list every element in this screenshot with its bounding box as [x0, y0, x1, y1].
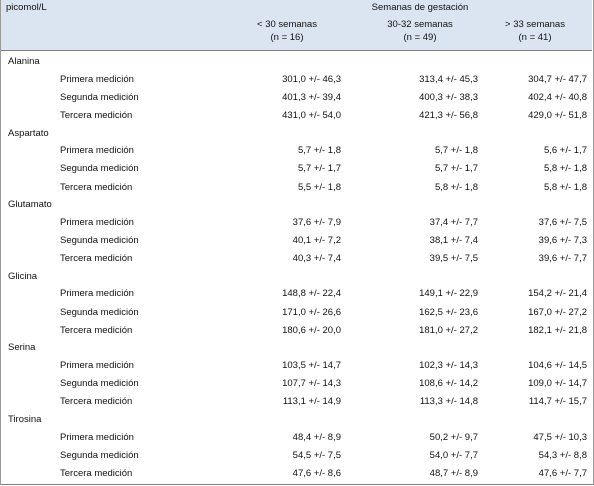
cell-value: 301,0 +/- 46,3: [282, 73, 341, 85]
cell-value: 37,6 +/- 7,5: [538, 216, 587, 228]
cell-value: 47,6 +/- 8,6: [292, 467, 341, 479]
cell-value: 5,6 +/- 1,7: [543, 145, 587, 157]
group-name: Aspartato: [8, 127, 49, 139]
row-label: Segunda medición: [60, 449, 139, 461]
row-label: Primera medición: [60, 288, 134, 300]
row-label: Segunda medición: [60, 378, 139, 390]
cell-value: 109,0 +/- 14,7: [528, 378, 587, 390]
cell-value: 180,6 +/- 20,0: [282, 324, 341, 336]
cell-value: 181,0 +/- 27,2: [419, 324, 478, 336]
cell-value: 162,5 +/- 23,6: [419, 306, 478, 318]
cell-value: 113,3 +/- 14,8: [419, 396, 478, 408]
row-label: Tercera medición: [60, 253, 133, 265]
row-label: Segunda medición: [60, 306, 139, 318]
cell-value: 47,5 +/- 10,3: [533, 431, 587, 443]
cell-value: 107,7 +/- 14,3: [282, 378, 341, 390]
cell-value: 108,6 +/- 14,2: [419, 378, 478, 390]
cell-value: 103,5 +/- 14,7: [282, 359, 341, 371]
cell-value: 104,6 +/- 14,5: [528, 359, 587, 371]
cell-value: 113,1 +/- 14,9: [282, 396, 341, 408]
cell-value: 402,4 +/- 40,8: [528, 91, 587, 103]
group-name: Alanina: [8, 56, 40, 67]
row-label: Tercera medición: [60, 109, 133, 121]
cell-value: 40,1 +/- 7,2: [292, 234, 341, 246]
cell-value: 5,8 +/- 1,8: [434, 181, 478, 193]
group-name: Glicina: [8, 270, 38, 282]
column-label: 30-32 semanas: [387, 19, 453, 30]
cell-value: 429,0 +/- 51,8: [528, 109, 587, 121]
row-label: Tercera medición: [60, 181, 133, 193]
cell-value: 148,8 +/- 22,4: [282, 288, 341, 300]
row-label: Primera medición: [60, 145, 134, 157]
row-label: Primera medición: [60, 216, 134, 228]
group-title: Semanas de gestación: [371, 2, 469, 13]
cell-value: 39,6 +/- 7,7: [538, 253, 587, 265]
row-label: Primera medición: [60, 359, 134, 371]
cell-value: 167,0 +/- 27,2: [528, 306, 587, 318]
cell-value: 421,3 +/- 56,8: [419, 109, 478, 121]
cell-value: 401,3 +/- 39,4: [282, 91, 341, 103]
cell-value: 37,4 +/- 7,7: [429, 216, 478, 228]
cell-value: 48,7 +/- 8,9: [429, 467, 478, 479]
cell-value: 5,8 +/- 1,8: [543, 163, 587, 175]
column-label: > 33 semanas: [505, 19, 565, 30]
column-n: (n = 16): [270, 32, 304, 43]
group-name: Glutamato: [8, 199, 52, 211]
group-name: Serina: [8, 342, 36, 354]
cell-value: 48,4 +/- 8,9: [292, 431, 341, 443]
cell-value: 50,2 +/- 9,7: [429, 431, 478, 443]
cell-value: 171,0 +/- 26,6: [282, 306, 341, 318]
row-label: Primera medición: [60, 431, 134, 443]
row-label: Primera medición: [60, 73, 134, 85]
cell-value: 5,7 +/- 1,8: [297, 145, 341, 157]
column-label: < 30 semanas: [257, 19, 317, 30]
column-n: (n = 49): [403, 32, 437, 43]
cell-value: 40,3 +/- 7,4: [292, 253, 341, 265]
cell-value: 5,7 +/- 1,7: [434, 163, 478, 175]
cell-value: 313,4 +/- 45,3: [419, 73, 478, 85]
row-label: Tercera medición: [60, 396, 133, 408]
column-n: (n = 41): [518, 32, 552, 43]
cell-value: 5,8 +/- 1,8: [543, 181, 587, 193]
cell-value: 37,6 +/- 7,9: [292, 216, 341, 228]
cell-value: 154,2 +/- 21,4: [528, 288, 587, 300]
cell-value: 39,6 +/- 7,3: [538, 234, 587, 246]
cell-value: 431,0 +/- 54,0: [282, 109, 341, 121]
cell-value: 114,7 +/- 15,7: [528, 396, 587, 408]
header-background: [0, 0, 592, 51]
row-label: Segunda medición: [60, 91, 139, 103]
cell-value: 39,5 +/- 7,5: [429, 253, 478, 265]
cell-value: 182,1 +/- 21,8: [528, 324, 587, 336]
cell-value: 47,6 +/- 7,7: [538, 467, 587, 479]
cell-value: 54,3 +/- 8,8: [538, 449, 587, 461]
cell-value: 5,7 +/- 1,8: [434, 145, 478, 157]
unit-label: picomol/L: [6, 2, 47, 13]
cell-value: 400,3 +/- 38,3: [419, 91, 478, 103]
row-label: Segunda medición: [60, 234, 139, 246]
cell-value: 102,3 +/- 14,3: [419, 359, 478, 371]
cell-value: 38,1 +/- 7,4: [429, 234, 478, 246]
cell-value: 54,5 +/- 7,5: [292, 449, 341, 461]
cell-value: 5,7 +/- 1,7: [297, 163, 341, 175]
row-label: Tercera medición: [60, 467, 133, 479]
row-label: Segunda medición: [60, 163, 139, 175]
group-name: Tirosina: [8, 414, 42, 425]
cell-value: 54,0 +/- 7,7: [429, 449, 478, 461]
row-label: Tercera medición: [60, 324, 133, 336]
cell-value: 149,1 +/- 22,9: [419, 288, 478, 300]
cell-value: 5,5 +/- 1,8: [297, 181, 341, 193]
cell-value: 304,7 +/- 47,7: [528, 73, 587, 85]
